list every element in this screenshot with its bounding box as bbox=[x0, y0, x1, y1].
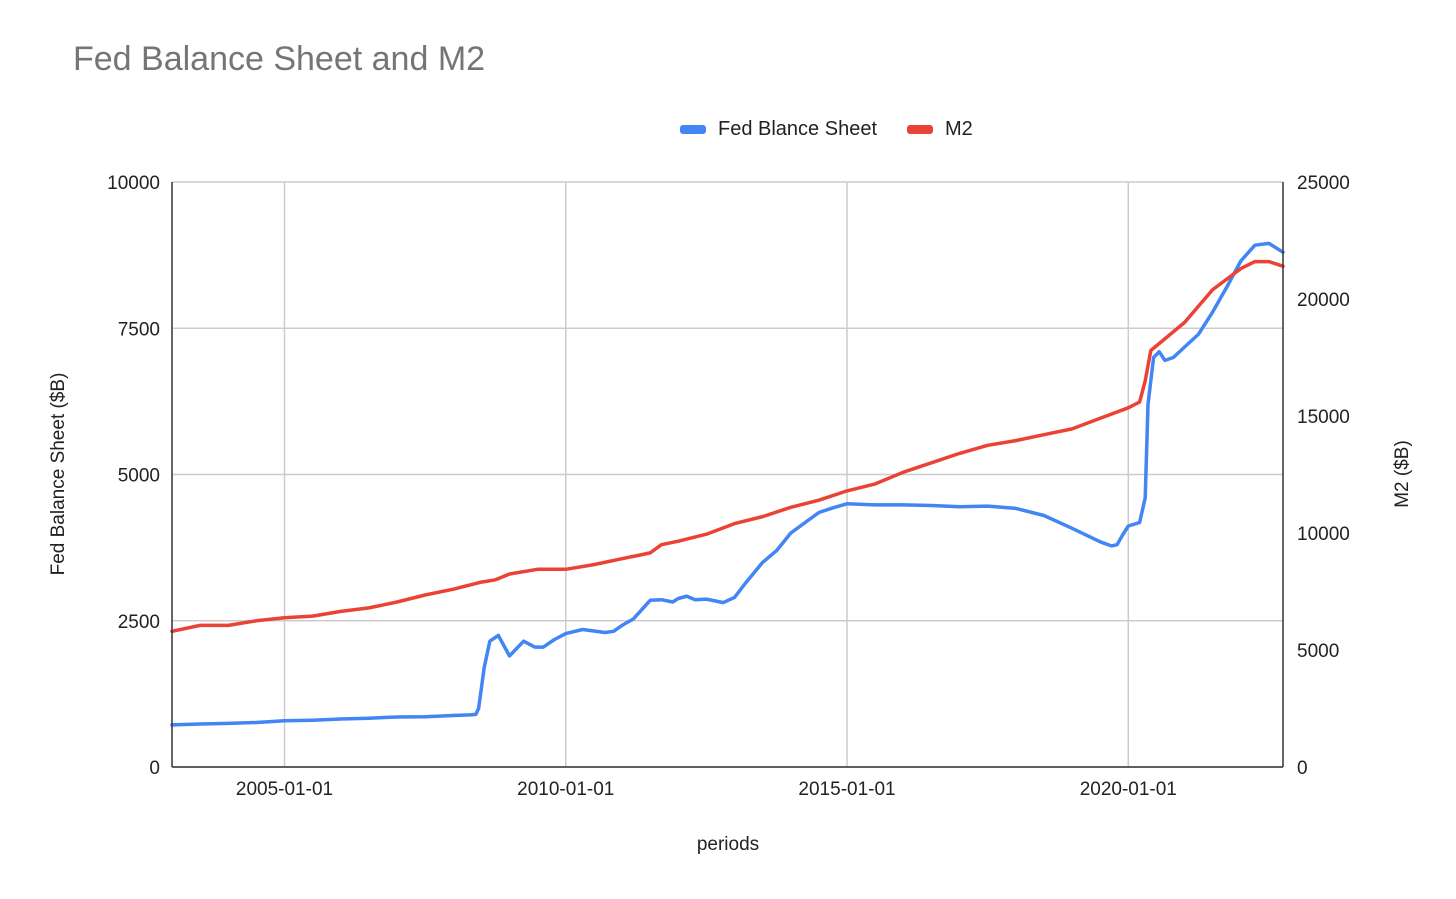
x-tick: 2020-01-01 bbox=[1080, 779, 1177, 800]
y-tick-left: 0 bbox=[149, 758, 160, 779]
y-axis-title-right: M2 ($B) bbox=[1392, 440, 1413, 508]
series-lines bbox=[170, 241, 1285, 727]
series-line-m2 bbox=[170, 259, 1285, 634]
y-tick-right: 15000 bbox=[1297, 407, 1350, 428]
y-tick-left: 2500 bbox=[118, 612, 160, 633]
x-tick: 2005-01-01 bbox=[236, 779, 333, 800]
y-tick-left: 5000 bbox=[118, 466, 160, 487]
y-tick-right: 20000 bbox=[1297, 290, 1350, 311]
tick-labels: 0 2500 5000 7500 10000 0 5000 10000 15000 20000 25… bbox=[107, 173, 1350, 800]
legend-swatch-m2 bbox=[907, 125, 933, 134]
legend-label-m2: M2 bbox=[945, 118, 973, 140]
chart-legend: Fed Blance Sheet M2 bbox=[680, 118, 1003, 141]
legend-item-fed[interactable]: Fed Blance Sheet bbox=[680, 118, 877, 141]
axes bbox=[171, 182, 1284, 768]
y-tick-left: 10000 bbox=[107, 173, 160, 194]
series-line-fed-balance-sheet bbox=[170, 241, 1285, 727]
y-tick-right: 25000 bbox=[1297, 173, 1350, 194]
legend-item-m2[interactable]: M2 bbox=[907, 118, 973, 141]
y-tick-right: 0 bbox=[1297, 758, 1308, 779]
y-tick-left: 7500 bbox=[118, 319, 160, 340]
legend-label-fed: Fed Blance Sheet bbox=[718, 118, 877, 140]
y-axis-title-left: Fed Balance Sheet ($B) bbox=[48, 373, 69, 576]
legend-swatch-fed bbox=[680, 125, 706, 134]
x-tick: 2010-01-01 bbox=[517, 779, 614, 800]
y-tick-right: 10000 bbox=[1297, 524, 1350, 545]
x-axis-title: periods bbox=[697, 834, 759, 855]
x-tick: 2015-01-01 bbox=[798, 779, 895, 800]
chart-title: Fed Balance Sheet and M2 bbox=[73, 40, 486, 78]
gridlines bbox=[172, 181, 1283, 768]
y-tick-right: 5000 bbox=[1297, 641, 1339, 662]
